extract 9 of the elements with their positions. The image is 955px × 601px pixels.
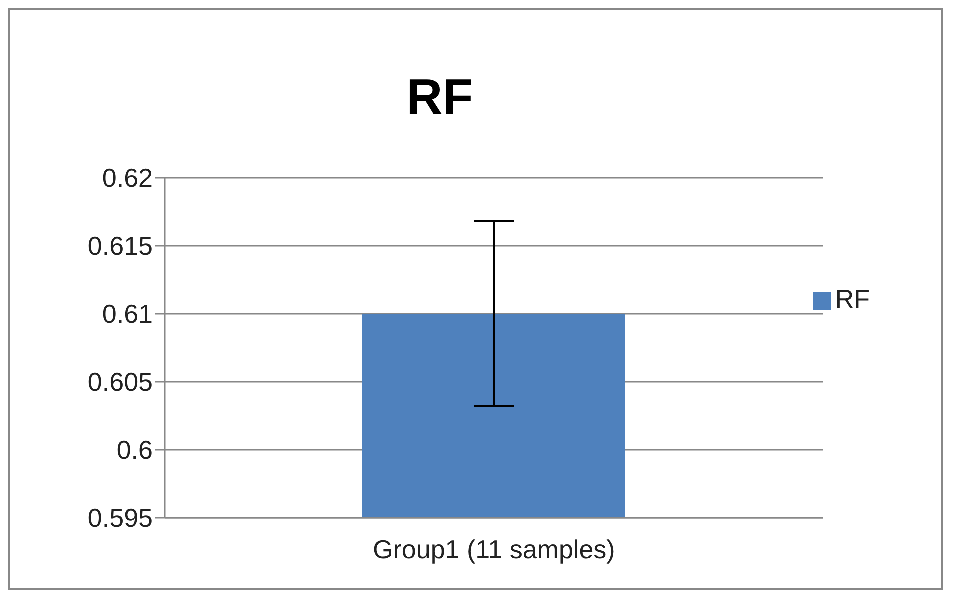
- y-tick-label: 0.61: [102, 299, 153, 330]
- y-tick-label: 0.6: [116, 435, 153, 466]
- y-tick-label: 0.605: [88, 367, 153, 398]
- y-tick-label: 0.62: [102, 163, 153, 194]
- legend-label: RF: [835, 284, 870, 314]
- chart-title: RF: [406, 68, 474, 126]
- y-tick-label: 0.615: [88, 231, 153, 262]
- x-tick-label: Group1 (11 samples): [373, 534, 616, 564]
- y-tick-label: 0.595: [88, 503, 153, 534]
